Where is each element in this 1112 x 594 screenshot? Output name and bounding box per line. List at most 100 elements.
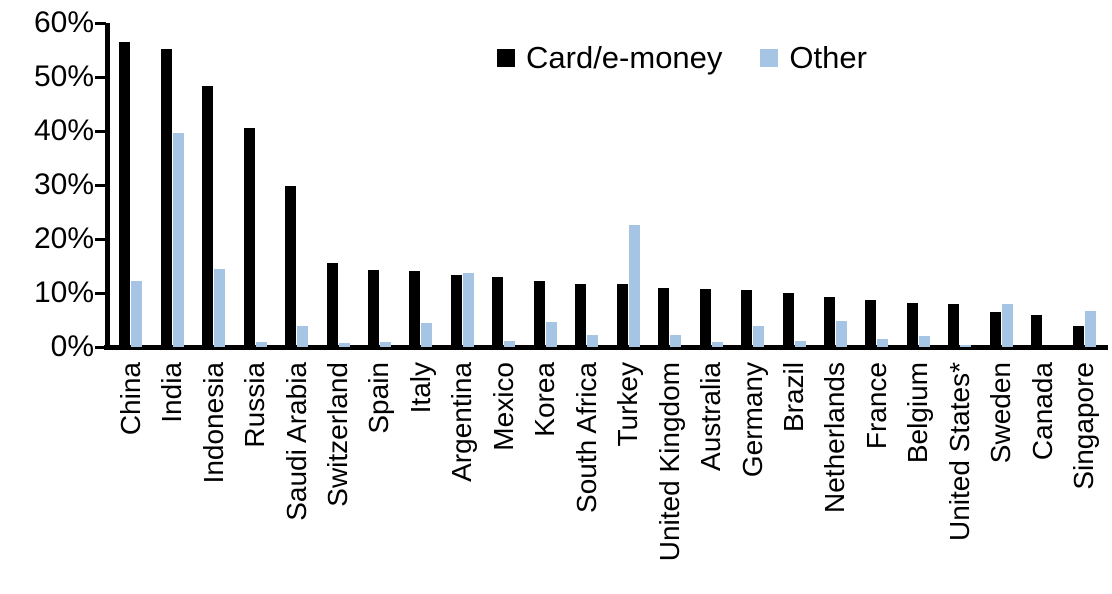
x-axis-label: Mexico <box>487 362 519 451</box>
bar-card-e-money <box>617 284 628 347</box>
x-axis-label: Switzerland <box>321 362 353 507</box>
legend-item-card-e-money: Card/e-money <box>497 40 722 76</box>
x-label-cell: Italy <box>400 362 441 592</box>
legend-label-card-e-money: Card/e-money <box>526 40 723 75</box>
bar-card-e-money <box>368 270 379 347</box>
x-axis-label: Netherlands <box>819 362 851 513</box>
x-axis-label: France <box>860 362 892 450</box>
y-axis-tick <box>95 76 106 79</box>
bar-card-e-money <box>202 86 213 347</box>
x-axis-label: Korea <box>529 362 561 437</box>
y-axis-line <box>105 23 110 350</box>
bar-other <box>877 339 888 347</box>
x-axis-label: China <box>114 362 146 436</box>
y-axis-tick-label: 0% <box>50 330 94 363</box>
bar-other <box>919 336 930 347</box>
x-axis-label: Germany <box>736 362 768 478</box>
bar-card-e-money <box>409 271 420 347</box>
bar-card-e-money <box>161 49 172 347</box>
bar-card-e-money <box>534 281 545 347</box>
y-axis-tick-label: 10% <box>33 276 94 309</box>
bar-card-e-money <box>824 297 835 347</box>
bar-other <box>1085 311 1096 347</box>
legend: Card/e-money Other <box>497 40 867 76</box>
x-axis-label: Brazil <box>777 362 809 433</box>
bar-card-e-money <box>575 284 586 347</box>
x-label-cell: Spain <box>359 362 400 592</box>
x-label-cell: South Africa <box>566 362 607 592</box>
bar-other <box>173 133 184 347</box>
bar-other <box>670 335 681 347</box>
x-axis-label: Saudi Arabia <box>280 362 312 521</box>
x-axis-line <box>104 345 1108 350</box>
bar-card-e-money <box>492 277 503 347</box>
x-axis-label: Russia <box>239 362 271 448</box>
bar-other <box>753 326 764 347</box>
x-label-cell: Singapore <box>1063 362 1104 592</box>
x-label-cell: United States* <box>939 362 980 592</box>
y-axis-tick <box>95 292 106 295</box>
bar-other <box>504 341 515 347</box>
y-axis-tick <box>95 184 106 187</box>
y-axis-tick-label: 40% <box>33 114 94 147</box>
x-axis-label: Canada <box>1026 362 1058 461</box>
x-label-cell: Indonesia <box>193 362 234 592</box>
bar-card-e-money <box>741 290 752 347</box>
bar-other <box>836 321 847 347</box>
x-axis-label: India <box>156 362 188 423</box>
x-label-cell: Canada <box>1022 362 1063 592</box>
x-axis-label: Turkey <box>612 362 644 447</box>
bar-other <box>256 342 267 347</box>
x-label-cell: Mexico <box>483 362 524 592</box>
x-axis-label: Italy <box>404 362 436 414</box>
x-axis-label: Indonesia <box>197 362 229 484</box>
bar-card-e-money <box>451 275 462 347</box>
x-axis-label: United States* <box>943 362 975 541</box>
bar-card-e-money <box>244 128 255 347</box>
x-label-cell: Korea <box>525 362 566 592</box>
bar-card-e-money <box>1031 315 1042 347</box>
x-axis-label: Spain <box>363 362 395 434</box>
bar-other <box>587 335 598 347</box>
y-axis-tick-label: 60% <box>33 6 94 39</box>
y-axis-tick <box>95 346 106 349</box>
bar-other <box>339 343 350 347</box>
bar-other <box>546 322 557 347</box>
x-label-cell: Brazil <box>773 362 814 592</box>
bar-other <box>463 273 474 347</box>
bar-other <box>795 341 806 347</box>
bar-card-e-money <box>907 303 918 347</box>
x-axis-label: South Africa <box>570 362 602 513</box>
x-label-cell: Sweden <box>981 362 1022 592</box>
bar-card-e-money <box>658 288 669 347</box>
bar-card-e-money <box>1073 326 1084 347</box>
bar-card-e-money <box>948 304 959 347</box>
bar-other <box>214 269 225 347</box>
bar-other <box>297 326 308 347</box>
bar-other <box>421 323 432 347</box>
bar-other <box>1002 304 1013 347</box>
y-axis-tick <box>95 130 106 133</box>
bar-card-e-money <box>285 186 296 347</box>
bar-card-e-money <box>990 312 1001 347</box>
x-label-cell: Switzerland <box>317 362 358 592</box>
x-label-cell: France <box>856 362 897 592</box>
x-label-cell: Russia <box>234 362 275 592</box>
x-label-cell: Australia <box>690 362 731 592</box>
bar-other <box>380 342 391 347</box>
legend-swatch-card-e-money <box>497 49 515 67</box>
x-axis-label: United Kingdom <box>653 362 685 562</box>
legend-item-other: Other <box>760 40 867 76</box>
x-label-cell: Belgium <box>898 362 939 592</box>
legend-label-other: Other <box>789 40 867 75</box>
x-axis-label: Singapore <box>1068 362 1100 490</box>
plot-area <box>110 23 1105 347</box>
x-label-cell: Netherlands <box>815 362 856 592</box>
x-axis-label: Australia <box>695 362 727 471</box>
bar-card-e-money <box>327 263 338 347</box>
y-axis-tick <box>95 238 106 241</box>
bar-card-e-money <box>865 300 876 347</box>
y-axis-tick <box>95 22 106 25</box>
y-axis-tick-label: 20% <box>33 222 94 255</box>
